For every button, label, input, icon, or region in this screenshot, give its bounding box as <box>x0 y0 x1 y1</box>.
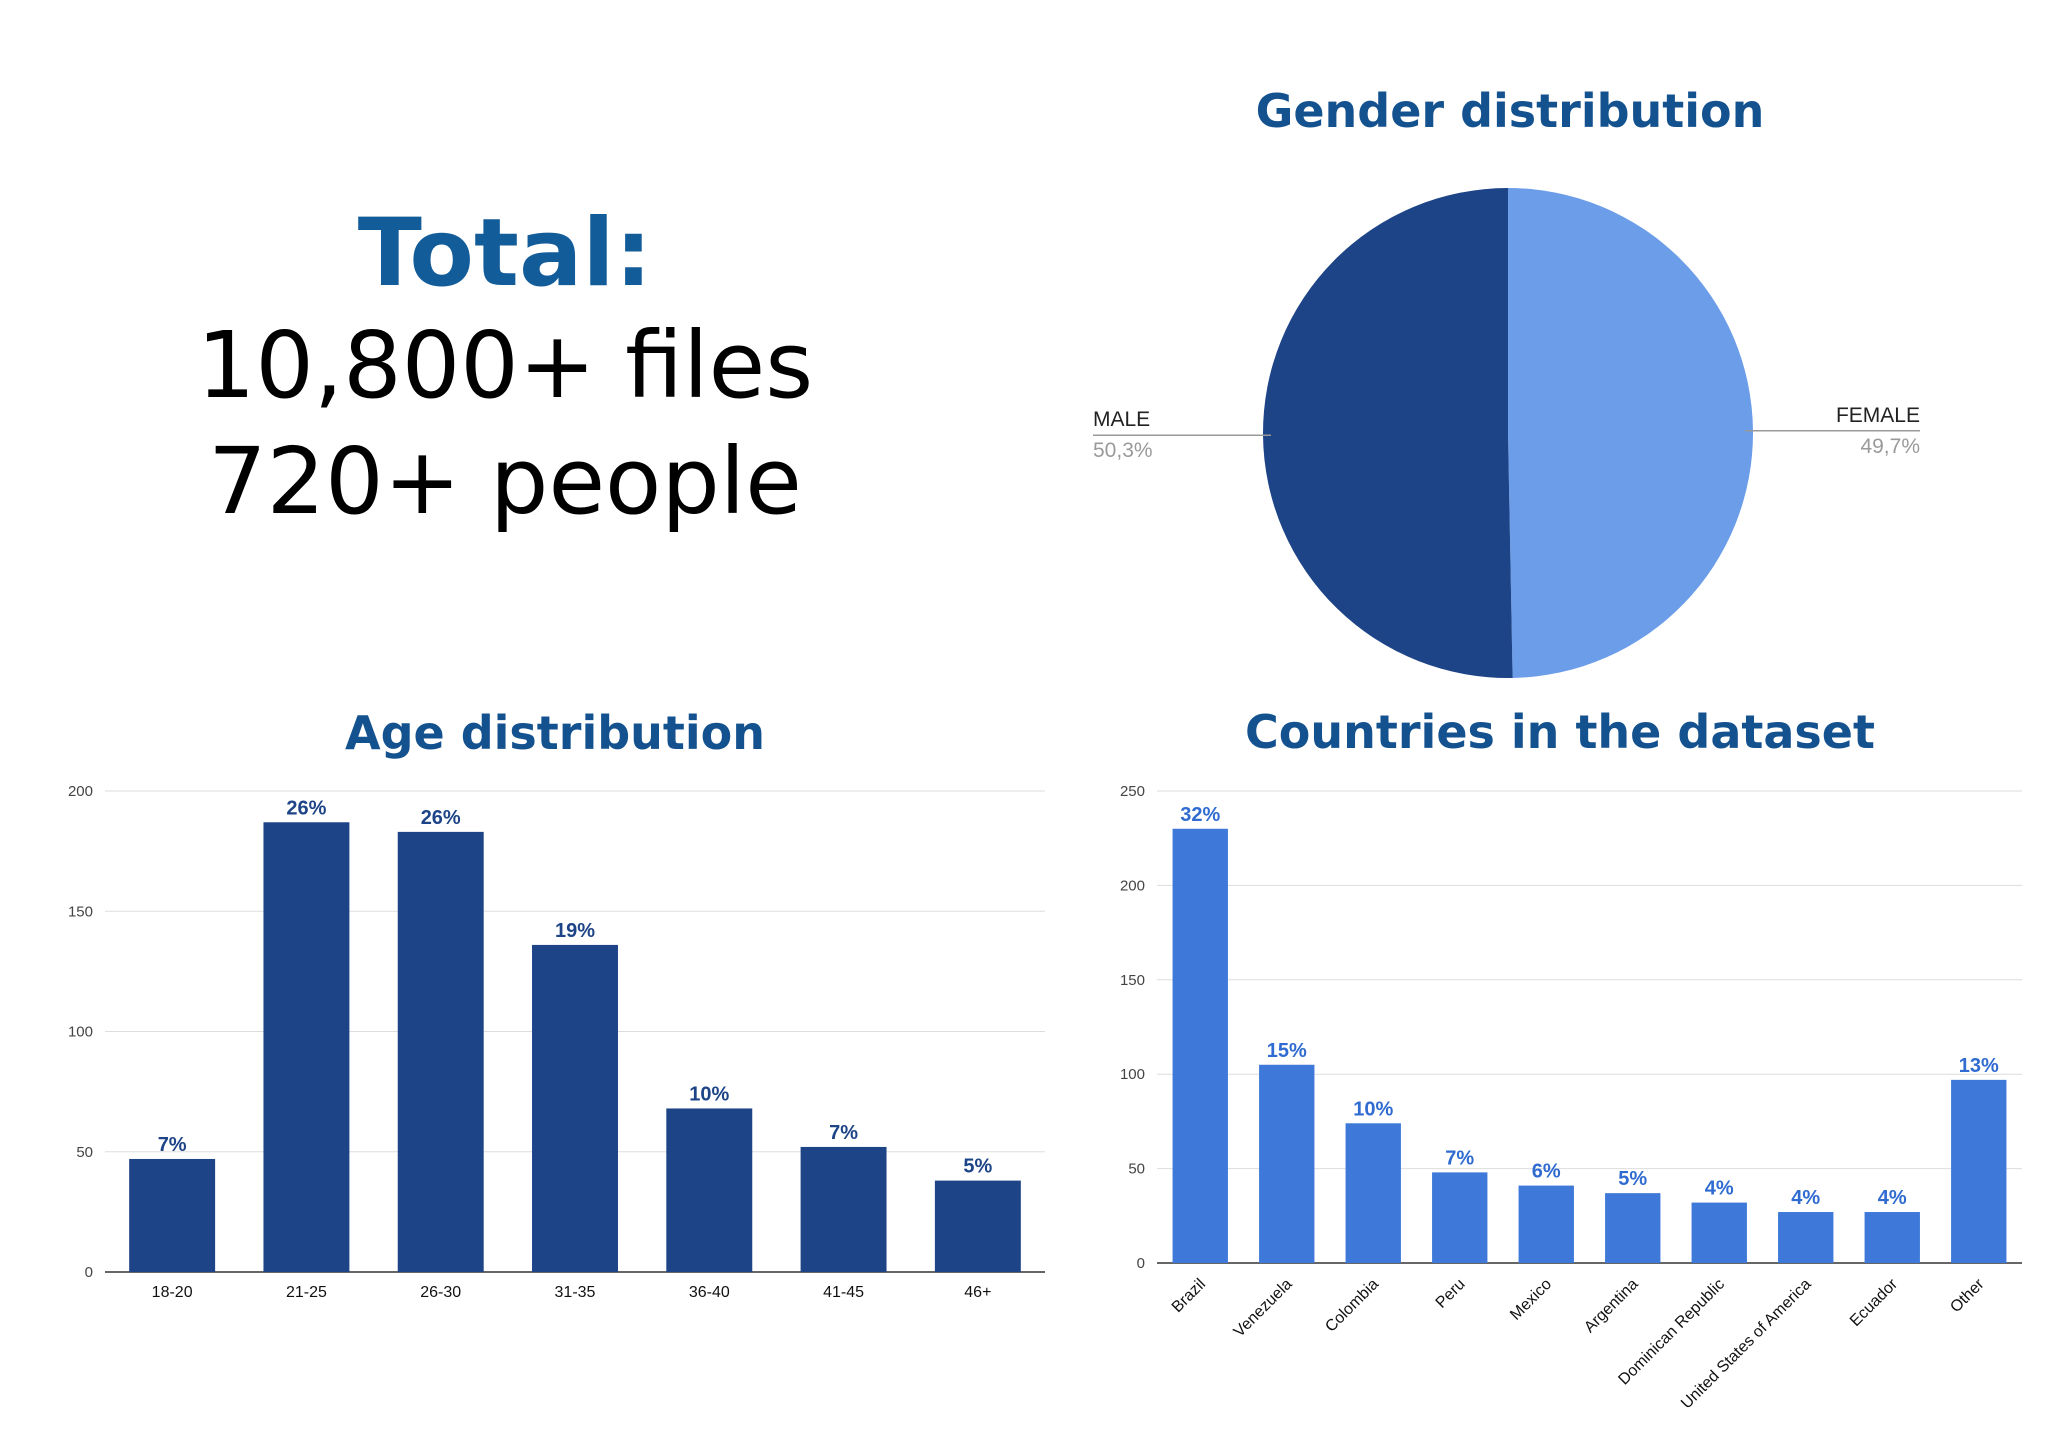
summary-title: Total: <box>357 199 653 308</box>
gender-chart-title: Gender distribution <box>1255 84 1765 138</box>
summary-block: Total: 10,800+ files 720+ people <box>100 199 910 540</box>
pie-value-male: 50,3% <box>1093 439 1153 462</box>
countries-chart-title: Countries in the dataset <box>1245 705 1875 759</box>
pie-value-female: 49,7% <box>1860 435 1920 458</box>
age-chart-title: Age distribution <box>344 706 766 760</box>
pie-label-female: FEMALE <box>1836 404 1920 427</box>
summary-people: 720+ people <box>208 428 802 535</box>
pie-label-male: MALE <box>1093 408 1150 431</box>
summary-files: 10,800+ files <box>196 312 814 420</box>
pie-slice-female <box>1508 188 1754 678</box>
pie-slice-male <box>1263 188 1513 678</box>
